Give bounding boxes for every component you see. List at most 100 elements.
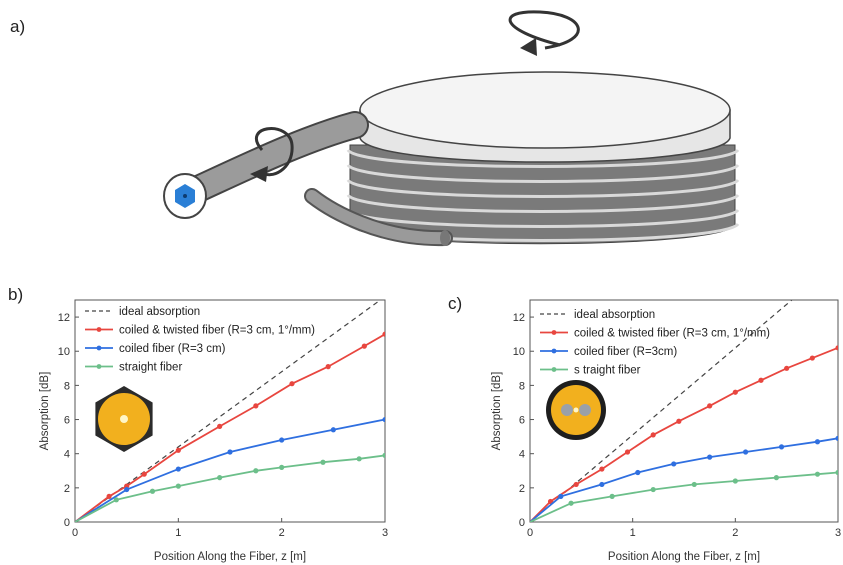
rotation-arrow-top-icon	[508, 10, 580, 56]
data-point	[253, 468, 259, 474]
legend-label: straight fiber	[119, 362, 182, 374]
spool-disc	[359, 71, 731, 163]
data-point	[624, 449, 631, 455]
data-point	[707, 403, 713, 409]
x-tick-label: 1	[630, 527, 636, 539]
data-point	[835, 435, 838, 441]
data-point	[835, 469, 838, 476]
data-point	[253, 403, 259, 409]
data-point	[124, 486, 130, 493]
legend-marker	[551, 348, 557, 354]
y-tick-label: 4	[64, 449, 70, 461]
legend-label: s traight fiber	[574, 365, 641, 377]
data-point	[809, 355, 815, 361]
data-point	[599, 481, 605, 488]
data-point	[814, 471, 821, 477]
data-point	[382, 416, 385, 423]
data-point	[732, 478, 738, 484]
data-point	[175, 466, 181, 472]
data-point	[676, 418, 682, 424]
data-point	[568, 500, 574, 506]
data-point	[217, 475, 223, 481]
data-point	[141, 471, 147, 477]
data-point	[707, 454, 713, 460]
data-point	[650, 432, 656, 438]
x-tick-label: 2	[732, 527, 738, 539]
data-point	[106, 493, 112, 499]
fiber-spool-illustration	[163, 10, 740, 247]
y-tick-label: 12	[513, 312, 525, 324]
y-axis-label: Absorption [dB]	[491, 372, 503, 451]
data-point	[814, 439, 821, 445]
data-point	[691, 481, 697, 488]
y-axis-label: Absorption [dB]	[39, 372, 51, 451]
hexagonal-fiber-icon	[95, 386, 153, 452]
series-line-2	[530, 437, 838, 522]
data-point	[279, 464, 285, 470]
y-tick-label: 10	[58, 346, 70, 358]
series-group	[530, 300, 838, 522]
y-tick-label: 6	[64, 415, 70, 427]
x-tick-label: 2	[279, 527, 285, 539]
y-tick-label: 12	[58, 312, 70, 324]
data-point	[743, 449, 749, 455]
data-point	[773, 475, 780, 481]
data-point	[175, 483, 181, 489]
data-point	[778, 444, 785, 450]
data-point	[650, 486, 656, 493]
legend-label: coiled fiber (R=3cm)	[574, 346, 677, 358]
y-tick-label: 2	[519, 483, 525, 495]
plot-area-c	[529, 299, 839, 523]
fiber-coils	[346, 144, 740, 245]
data-point	[217, 423, 223, 429]
legend-label: coiled & twisted fiber (R=3 cm, 1°/mm)	[574, 328, 770, 340]
data-point	[279, 437, 285, 443]
panel-label-b: b)	[8, 285, 23, 304]
legend-label: coiled fiber (R=3 cm)	[119, 343, 226, 355]
data-point	[835, 345, 838, 351]
data-point	[325, 364, 331, 370]
data-point	[784, 365, 790, 371]
data-point	[361, 343, 367, 349]
data-point	[758, 377, 764, 383]
y-tick-label: 0	[64, 517, 70, 529]
x-axis-label: Position Along the Fiber, z [m]	[154, 551, 306, 563]
x-tick-label: 3	[835, 527, 841, 539]
plot-area-b	[74, 299, 386, 523]
rotation-arrow-fiber-icon	[250, 127, 294, 182]
y-tick-label: 4	[519, 449, 525, 461]
y-tick-label: 8	[519, 380, 525, 392]
data-point	[558, 493, 564, 499]
x-tick-label: 1	[175, 527, 181, 539]
y-tick-label: 0	[519, 517, 525, 529]
legend-b: ideal absorption coiled & twisted fiber (…	[85, 306, 315, 374]
legend-marker	[96, 345, 102, 351]
y-tick-label: 6	[519, 415, 525, 427]
data-point	[573, 481, 579, 488]
x-tick-label: 0	[72, 527, 78, 539]
data-point	[113, 497, 119, 503]
fiber-cross-section-icon	[163, 173, 207, 219]
legend-label: coiled & twisted fiber (R=3 cm, 1°/mm)	[119, 325, 315, 337]
data-point	[356, 456, 362, 462]
x-tick-label: 3	[382, 527, 388, 539]
y-tick-label: 10	[513, 346, 525, 358]
legend-c: ideal absorption coiled & twisted fiber (…	[540, 309, 770, 377]
series-line-3	[75, 454, 385, 522]
fiber-lead-upper	[171, 111, 369, 209]
legend-marker	[551, 367, 557, 372]
data-point	[635, 469, 641, 476]
x-tick-label: 0	[527, 527, 533, 539]
data-point	[149, 488, 156, 494]
data-point	[609, 493, 615, 499]
legend-label: ideal absorption	[574, 309, 655, 321]
legend-label: ideal absorption	[119, 306, 200, 318]
y-tick-label: 8	[64, 380, 70, 392]
data-point	[671, 461, 677, 467]
series-line-3	[530, 471, 838, 522]
data-point	[382, 331, 385, 337]
data-point	[227, 449, 233, 455]
